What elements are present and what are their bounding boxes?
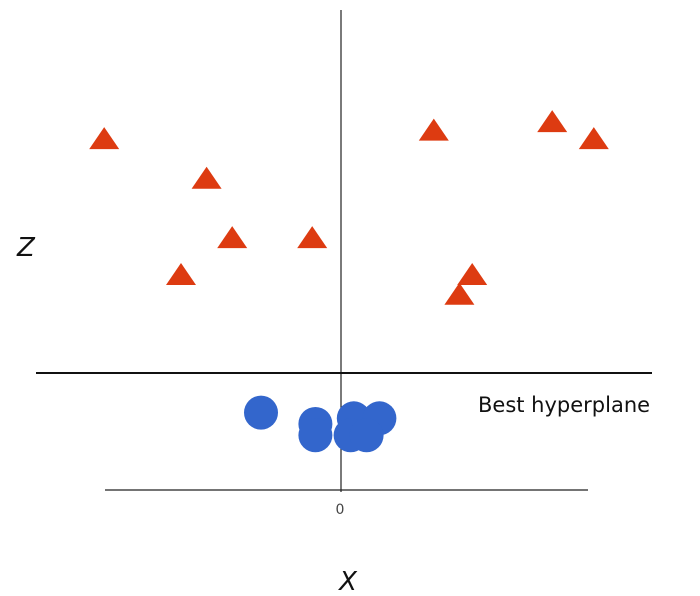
triangle-point <box>166 262 196 285</box>
circle-point <box>349 418 384 453</box>
triangle-point <box>297 226 328 249</box>
x-tick-label-0: 0 <box>336 502 345 518</box>
hyperplane-annotation: Best hyperplane <box>478 393 650 417</box>
triangle-point <box>578 127 609 150</box>
y-axis-label: Z <box>16 233 36 263</box>
triangle-point <box>457 262 488 285</box>
triangle-point <box>418 118 449 141</box>
triangle-point <box>537 110 568 133</box>
data-marks <box>89 110 609 453</box>
x-axis-label: X <box>337 567 358 596</box>
triangle-point <box>89 127 120 150</box>
triangle-point <box>191 166 222 189</box>
triangle-point <box>444 282 475 305</box>
circle-point <box>244 395 278 430</box>
triangle-point <box>217 226 248 249</box>
circle-point <box>298 418 333 453</box>
